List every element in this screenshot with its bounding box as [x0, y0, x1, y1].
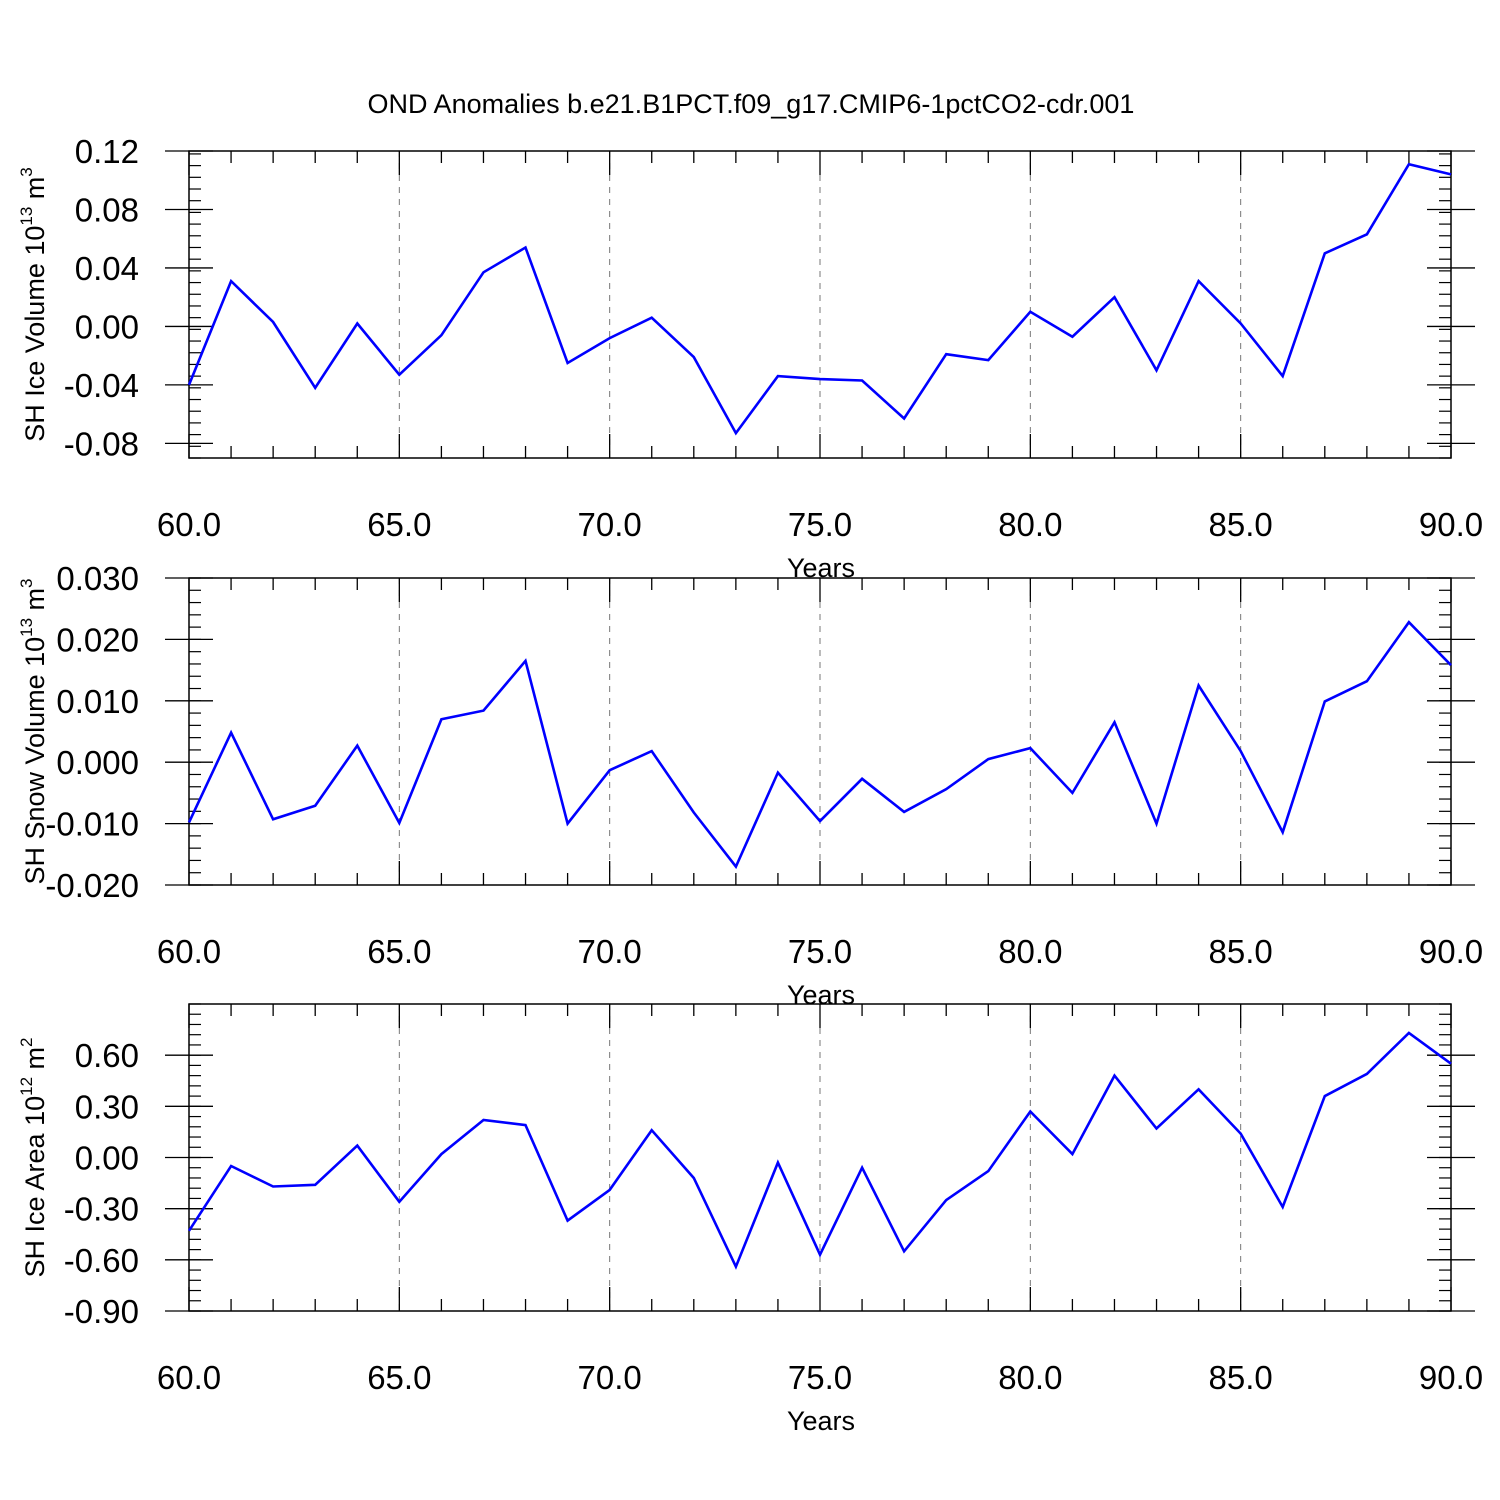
y-axis-label: SH Snow Volume 1013 m3	[17, 578, 50, 884]
x-tick-label: 90.0	[1419, 933, 1483, 970]
y-tick-label: 0.000	[56, 744, 139, 781]
x-axis-label: Years	[787, 980, 855, 1010]
x-tick-label: 65.0	[367, 933, 431, 970]
plot-frame	[188, 1003, 1452, 1312]
y-tick-label: 0.00	[75, 308, 139, 345]
y-axis-label-text: SH Ice Area 10	[20, 1096, 50, 1278]
x-axis-label: Years	[787, 1406, 855, 1436]
y-axis-label-exponent: 13	[17, 207, 36, 226]
series-line	[187, 620, 1452, 870]
y-tick-label: -0.30	[64, 1191, 139, 1228]
y-tick-label: -0.08	[64, 425, 139, 462]
series-line	[187, 162, 1452, 436]
y-tick-label: 0.08	[75, 191, 139, 228]
plot-frame	[188, 150, 1452, 459]
y-tick-label: -0.020	[45, 867, 139, 904]
panel-1: 60.0 65.0 70.0 75.0 80.0 85.0 90.0Years0.120.0…	[17, 133, 1483, 583]
y-tick-label: -0.60	[64, 1242, 139, 1279]
y-tick-label: 0.04	[75, 250, 139, 287]
y-tick-label: 0.020	[56, 621, 139, 658]
plot-frame	[188, 577, 1452, 886]
y-axis-label-exponent: 13	[17, 618, 36, 637]
x-tick-label: 60.0	[157, 1359, 221, 1396]
x-tick-label: 65.0	[367, 1359, 431, 1396]
panels: 60.0 65.0 70.0 75.0 80.0 85.0 90.0 Years 0.12 0.0…	[17, 133, 1483, 1436]
y-axis-label-unit-exponent: 3	[17, 578, 36, 587]
x-tick-label: 85.0	[1209, 1359, 1273, 1396]
panel-3: 60.0 65.0 70.0 75.0 80.0 85.0 90.0 Years 0.60 0.3…	[17, 1003, 1483, 1436]
y-tick-label: -0.90	[64, 1293, 139, 1330]
x-tick-label: 80.0	[998, 1359, 1062, 1396]
y-axis-label-exponent: 12	[17, 1077, 36, 1096]
y-tick-label: 0.030	[56, 560, 139, 597]
chart-title: OND Anomalies b.e21.B1PCT.f09_g17.CMIP6-…	[368, 89, 1135, 119]
panel-2: 60.0 65.0 70.0 75.0 80.0 85.0 90.0 Years 0.030 0.…	[17, 560, 1483, 1010]
y-axis-label-unit: m	[20, 177, 50, 207]
x-tick-label: 75.0	[788, 933, 852, 970]
x-tick-label: 80.0	[998, 933, 1062, 970]
series-line	[187, 1031, 1452, 1270]
y-axis-label: SH Ice Area 1012 m2	[17, 1038, 50, 1278]
x-tick-label: 80.0	[998, 506, 1062, 543]
x-tick-label: 85.0	[1209, 933, 1273, 970]
x-tick-label: 85.0	[1209, 506, 1273, 543]
y-axis-label-unit: m	[20, 588, 50, 618]
x-tick-label: 75.0	[788, 506, 852, 543]
y-axis-label-unit-exponent: 2	[17, 1038, 36, 1047]
y-tick-label: 0.30	[75, 1088, 139, 1125]
y-tick-label: -0.010	[45, 806, 139, 843]
y-axis-label: SH Ice Volume 1013 m3	[17, 167, 50, 442]
y-axis-label-unit: m	[20, 1047, 50, 1077]
x-tick-label: 70.0	[578, 1359, 642, 1396]
y-tick-label: 0.00	[75, 1140, 139, 1177]
y-tick-label: 0.12	[75, 133, 139, 170]
x-tick-label: 90.0	[1419, 1359, 1483, 1396]
y-tick-label: 0.60	[75, 1037, 139, 1074]
x-tick-label: 75.0	[788, 1359, 852, 1396]
y-axis-label-text: SH Ice Volume 10	[20, 226, 50, 442]
x-tick-label: 65.0	[367, 506, 431, 543]
x-tick-label: 70.0	[578, 933, 642, 970]
y-tick-label: 0.010	[56, 683, 139, 720]
x-tick-label: 60.0	[157, 933, 221, 970]
x-tick-label: 60.0	[157, 506, 221, 543]
x-tick-label: 90.0	[1419, 506, 1483, 543]
y-tick-label: -0.04	[64, 367, 139, 404]
y-axis-label-text: SH Snow Volume 10	[20, 637, 50, 885]
x-tick-label: 70.0	[578, 506, 642, 543]
y-axis-label-unit-exponent: 3	[17, 167, 36, 176]
